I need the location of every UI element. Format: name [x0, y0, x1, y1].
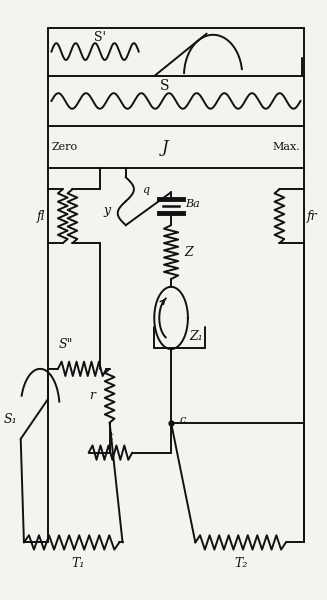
Text: y: y [103, 204, 110, 217]
Text: Z₁: Z₁ [190, 331, 203, 343]
Text: S": S" [59, 338, 73, 351]
Text: T₁: T₁ [71, 557, 85, 571]
Text: T₂: T₂ [234, 557, 247, 571]
Text: fr: fr [307, 209, 318, 223]
Text: Max.: Max. [273, 142, 301, 152]
Text: S₁: S₁ [4, 413, 17, 426]
Text: S': S' [94, 31, 106, 44]
Text: r: r [89, 389, 95, 402]
Text: S: S [160, 79, 169, 92]
Text: Z: Z [184, 245, 193, 259]
Text: t: t [108, 432, 113, 442]
Text: J: J [161, 139, 168, 156]
Text: Ba: Ba [186, 199, 200, 209]
Text: Zero: Zero [51, 142, 77, 152]
Text: q: q [142, 185, 149, 194]
Text: c: c [179, 415, 185, 425]
Text: fl: fl [36, 209, 45, 223]
